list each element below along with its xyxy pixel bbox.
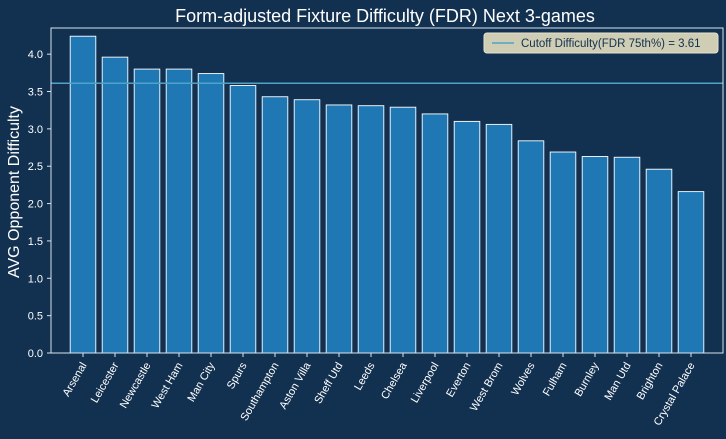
chart-title: Form-adjusted Fixture Difficulty (FDR) N… xyxy=(175,6,595,26)
bar xyxy=(645,168,673,354)
y-tick-label: 3.5 xyxy=(28,87,43,99)
x-tick-label: Sheff Utd xyxy=(312,361,345,407)
legend-cutoff-label: Cutoff Difficulty(FDR 75th%) = 3.61 xyxy=(521,38,701,50)
y-tick-label: 4.0 xyxy=(28,49,43,61)
bar xyxy=(165,68,193,354)
bar xyxy=(325,104,353,354)
x-tick-label: Burnley xyxy=(573,360,602,399)
bar xyxy=(357,105,385,354)
x-tick-label: Man City xyxy=(186,360,218,404)
plot-area: 0.0 0.5 1.0 1.5 2.0 2.5 3.0 3.5 4.0 Arsenal Leices… xyxy=(28,27,724,428)
x-tick-label: Spurs xyxy=(225,360,250,391)
x-tick-label: Everton xyxy=(444,361,473,400)
y-tick-label: 1.5 xyxy=(28,236,43,248)
bar xyxy=(261,96,289,354)
bar xyxy=(293,99,321,354)
y-axis-label: AVG Opponent Difficulty xyxy=(6,106,23,278)
bar xyxy=(421,113,449,354)
y-tick-label: 2.0 xyxy=(28,199,43,211)
x-tick-label: Wolves xyxy=(509,360,538,397)
legend: Cutoff Difficulty(FDR 75th%) = 3.61 xyxy=(483,32,719,54)
bar xyxy=(453,120,481,354)
x-tick-label: Leicester xyxy=(89,360,122,405)
y-tick-label: 0.5 xyxy=(28,311,43,323)
y-tick-label: 1.0 xyxy=(28,273,43,285)
x-tick-label: Fulham xyxy=(541,361,570,399)
bar xyxy=(549,151,577,354)
bar xyxy=(613,156,641,354)
x-tick-label: West Ham xyxy=(150,361,186,411)
x-tick-label: Leeds xyxy=(352,360,378,392)
bar xyxy=(101,56,129,354)
axes-frame xyxy=(50,27,724,354)
bar xyxy=(229,85,257,354)
bar xyxy=(485,123,513,354)
x-tick-label: Aston Villa xyxy=(277,360,314,412)
bar xyxy=(581,156,609,354)
x-tick-label: Chelsea xyxy=(379,360,410,402)
bar xyxy=(389,106,417,354)
y-tick-label: 2.5 xyxy=(28,161,43,173)
x-tick-label: West Brom xyxy=(468,361,505,414)
x-tick-label: Liverpool xyxy=(409,361,442,406)
bar xyxy=(517,140,545,354)
bar xyxy=(677,191,705,354)
legend-box xyxy=(483,32,719,54)
bar xyxy=(133,68,161,354)
x-tick-label: Brighton xyxy=(635,361,666,402)
bar xyxy=(69,35,97,354)
x-tick-label: Man Utd xyxy=(602,361,633,403)
x-tick-label: Arsenal xyxy=(61,361,90,399)
y-tick-label: 0.0 xyxy=(28,348,43,360)
bar xyxy=(197,73,225,354)
x-tick-label: Newcastle xyxy=(118,361,154,411)
y-tick-label: 3.0 xyxy=(28,124,43,136)
